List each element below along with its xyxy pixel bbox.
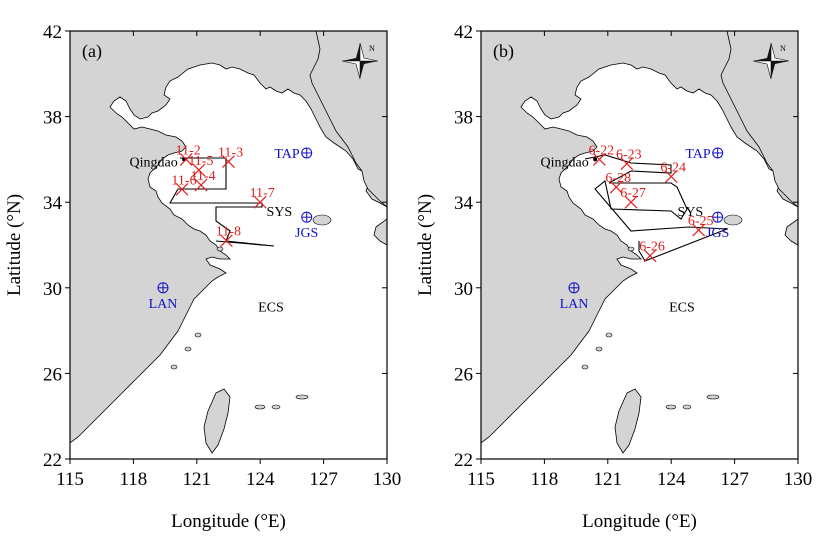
station-marker — [222, 155, 235, 168]
x-tick-label: 121 — [183, 469, 212, 490]
site-label-jgs: JGS — [295, 226, 318, 241]
x-tick-label: 130 — [784, 469, 813, 490]
ecs-label: ECS — [258, 300, 284, 315]
sys-label: SYS — [267, 205, 293, 220]
station-marker — [692, 223, 706, 237]
y-tick-label: 30 — [43, 279, 62, 300]
panel-label: (a) — [82, 41, 102, 62]
y-tick-label: 22 — [454, 450, 473, 471]
compass-north-label: N — [369, 44, 375, 53]
map-frame — [69, 30, 388, 460]
qingdao-marker — [593, 157, 598, 162]
station-label: 11-7 — [250, 186, 275, 201]
station-marker — [592, 152, 606, 166]
compass-rose-icon: N — [752, 42, 790, 80]
station-label: 11-6 — [171, 173, 196, 188]
x-tick-label: 115 — [56, 469, 84, 490]
station-marker — [219, 234, 233, 248]
station-label: 6-25 — [688, 214, 714, 229]
y-tick-label: 26 — [454, 364, 473, 385]
x-tick-label: 121 — [594, 469, 623, 490]
station-label: 6-23 — [616, 148, 642, 163]
station-marker — [624, 195, 638, 209]
sys-label: SYS — [678, 205, 704, 220]
y-tick-label: 22 — [43, 450, 62, 471]
site-marker-tap — [301, 147, 313, 159]
y-tick-label: 42 — [454, 22, 473, 43]
station-marker — [664, 170, 678, 183]
station-marker — [620, 157, 634, 171]
station-label: 6-22 — [589, 143, 615, 158]
station-marker — [179, 152, 193, 166]
y-axis-title: Latitude (°N) — [4, 194, 25, 296]
qingdao-label: Qingdao — [541, 156, 589, 171]
station-label: 6-27 — [620, 186, 646, 201]
x-axis-title: Longitude (°E) — [582, 511, 697, 532]
site-marker-jgs — [301, 211, 313, 223]
x-tick-label: 124 — [246, 469, 275, 490]
station-label: 6-24 — [660, 161, 686, 176]
y-tick-label: 38 — [43, 108, 62, 129]
station-label: 11-8 — [216, 225, 241, 240]
y-tick-label: 38 — [454, 108, 473, 129]
station-marker — [194, 178, 208, 192]
x-tick-label: 118 — [120, 469, 148, 490]
cruise-track — [584, 154, 728, 262]
x-tick-label: 130 — [373, 469, 402, 490]
station-marker — [643, 249, 657, 263]
site-marker-lan — [568, 282, 580, 294]
site-label-lan: LAN — [560, 297, 589, 312]
site-marker-tap — [712, 147, 724, 159]
y-axis-title: Latitude (°N) — [415, 194, 436, 296]
y-tick-label: 34 — [43, 193, 63, 214]
station-label: 11-4 — [190, 169, 215, 184]
site-label-jgs: JGS — [706, 226, 729, 241]
station-label: 6-26 — [639, 240, 665, 255]
x-tick-label: 118 — [531, 469, 559, 490]
x-tick-label: 127 — [720, 469, 749, 490]
site-label-tap: TAP — [685, 147, 711, 162]
station-label: 11-2 — [176, 143, 201, 158]
y-tick-label: 26 — [43, 364, 62, 385]
compass-north-label: N — [780, 44, 786, 53]
qingdao-label: Qingdao — [130, 156, 178, 171]
station-marker — [253, 195, 267, 209]
panel-b: 115 118 121 124 127 130 42 38 34 30 26 22 Longitude … — [415, 22, 812, 532]
y-tick-label: 42 — [43, 22, 62, 43]
x-tick-label: 124 — [657, 469, 686, 490]
site-marker-lan — [157, 282, 169, 294]
panel-a: 115 118 121 124 127 130 42 38 34 30 26 22 Longitude … — [4, 22, 401, 532]
site-marker-jgs — [712, 211, 724, 223]
compass-rose-icon: N — [341, 42, 379, 80]
station-marker — [192, 163, 206, 177]
station-label: 11-3 — [218, 146, 243, 161]
station-label: 6-28 — [605, 171, 631, 186]
station-label: 11-5 — [188, 154, 213, 169]
station-marker — [175, 182, 189, 196]
station-marker — [609, 180, 623, 194]
y-tick-label: 30 — [454, 279, 473, 300]
x-tick-label: 115 — [467, 469, 495, 490]
x-tick-label: 127 — [309, 469, 338, 490]
map-frame — [480, 30, 799, 460]
site-label-lan: LAN — [149, 297, 178, 312]
x-axis-title: Longitude (°E) — [171, 511, 286, 532]
y-tick-label: 34 — [454, 193, 474, 214]
ecs-label: ECS — [669, 300, 695, 315]
site-label-tap: TAP — [274, 147, 300, 162]
panel-label: (b) — [493, 41, 514, 62]
